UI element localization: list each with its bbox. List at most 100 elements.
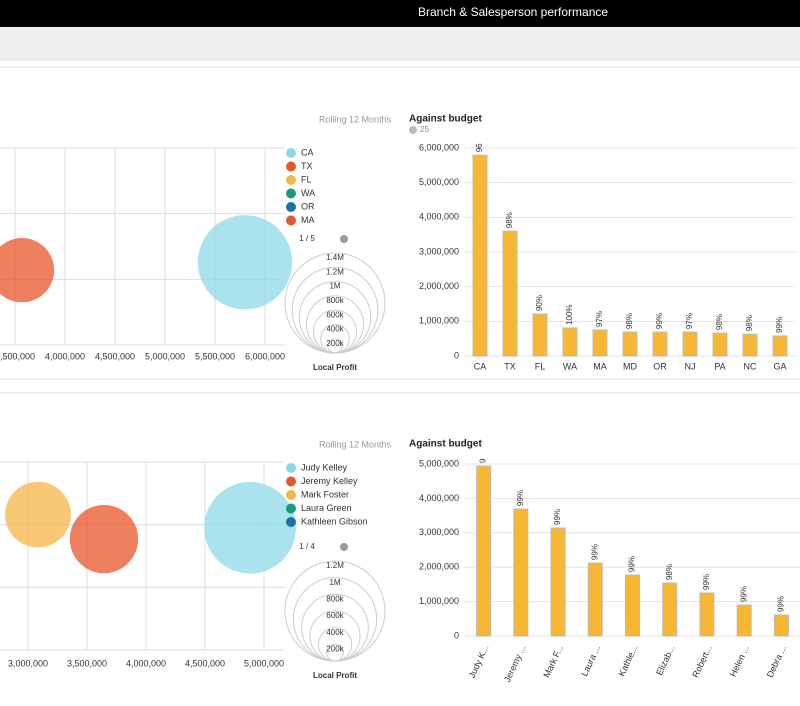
bar: [682, 331, 698, 357]
bar-annotation: 99%: [553, 509, 562, 525]
x-tick-label: Judy K...: [467, 644, 491, 680]
x-tick-label: 6,000,000: [245, 351, 285, 361]
bubble: [204, 481, 296, 574]
bar: [773, 614, 789, 637]
y-tick-label: 0: [454, 350, 459, 360]
x-tick-label: TX: [504, 361, 516, 371]
info-icon: [409, 126, 417, 134]
size-legend-title: Local Profit: [313, 363, 357, 372]
legend-label: Jeremy Kelley: [301, 476, 358, 486]
x-tick-label: 4,000,000: [126, 658, 166, 668]
x-tick-label: 3,500,000: [0, 351, 35, 361]
bar-annotation: 98%: [505, 212, 514, 228]
x-tick-label: FL: [535, 361, 546, 371]
x-tick-label: CA: [474, 361, 487, 371]
toolbar: [0, 27, 800, 60]
legend-label: Kathleen Gibson: [301, 516, 368, 526]
bar: [662, 582, 678, 637]
bar-annotation: 99%: [739, 586, 748, 602]
x-tick-label: Jeremy ...: [502, 644, 528, 684]
size-legend-circle: [327, 338, 343, 354]
bar: [652, 331, 668, 357]
x-tick-label: PA: [714, 361, 725, 371]
bar-annotation: 100%: [565, 304, 574, 324]
size-legend-label: 800k: [326, 594, 344, 603]
x-tick-label: NC: [744, 361, 757, 371]
bubble: [5, 481, 71, 548]
legend-label: TX: [301, 161, 313, 171]
legend-swatch: [286, 188, 296, 199]
bar-annotation: 98%: [745, 315, 754, 331]
bubble: [69, 504, 139, 574]
legend-swatch: [286, 161, 296, 172]
bar: [472, 154, 488, 357]
bar-annotation: 96: [475, 143, 484, 152]
x-tick-label: Laura ...: [579, 644, 602, 678]
size-legend-label: 1M: [329, 282, 340, 291]
bar: [592, 329, 608, 357]
bar-annotation: 98%: [715, 314, 724, 330]
x-tick-label: 5,000,000: [244, 658, 284, 668]
y-tick-label: 1,000,000: [419, 596, 459, 606]
bar-annotation: 99%: [775, 317, 784, 333]
y-tick-label: 5,000,000: [419, 458, 459, 468]
bar: [532, 313, 548, 357]
legend-swatch: [286, 503, 296, 514]
legend-swatch: [286, 202, 296, 212]
legend-swatch: [286, 463, 296, 473]
x-tick-label: 5,500,000: [195, 351, 235, 361]
y-tick-label: 2,000,000: [419, 281, 459, 291]
bar-annotation: 99%: [655, 313, 664, 329]
size-legend-label: 1.2M: [326, 267, 344, 276]
bubble: [197, 215, 293, 310]
bar: [772, 335, 788, 357]
bar: [712, 332, 728, 357]
pager: 1 / 5: [299, 234, 315, 243]
x-tick-label: 4,500,000: [95, 351, 135, 361]
y-tick-label: 0: [454, 630, 459, 640]
y-tick-label: 3,000,000: [419, 527, 459, 537]
size-legend-label: 600k: [326, 611, 344, 620]
subtitle: Rolling 12 Months: [319, 439, 392, 449]
bar: [625, 574, 640, 637]
size-legend-label: 800k: [326, 296, 344, 305]
legend-swatch: [286, 517, 296, 527]
x-tick-label: Robert...: [690, 644, 714, 680]
x-tick-label: MD: [623, 361, 637, 371]
bar-annotation: 99%: [590, 544, 599, 560]
y-tick-label: 4,000,000: [419, 493, 459, 503]
bar-annotation: 98%: [625, 313, 634, 329]
x-tick-label: 4,500,000: [185, 658, 225, 668]
bar-annotation: 97%: [685, 313, 694, 329]
y-tick-label: 3,000,000: [419, 246, 459, 256]
bar-annotation: 99%: [776, 596, 785, 612]
size-legend-label: 600k: [326, 310, 344, 319]
legend-swatch: [286, 490, 296, 500]
chart-title: Against budget: [409, 114, 482, 125]
x-tick-label: Debra ...: [765, 644, 789, 680]
x-tick-label: NJ: [685, 361, 696, 371]
bar: [502, 230, 518, 357]
x-tick-label: Helen ...: [728, 644, 751, 679]
x-tick-label: 4,000,000: [45, 351, 85, 361]
size-legend-label: 200k: [326, 339, 344, 348]
pager-next[interactable]: [340, 543, 348, 551]
x-tick-label: Mark F...: [541, 644, 565, 680]
bar-annotation: 99%: [516, 490, 525, 506]
size-legend-title: Local Profit: [313, 671, 357, 680]
y-tick-label: 4,000,000: [419, 212, 459, 222]
bar: [550, 527, 566, 637]
legend-label: CA: [301, 147, 314, 157]
bar: [742, 333, 758, 357]
bar-annotation: 99%: [628, 556, 637, 572]
legend-swatch: [286, 476, 296, 487]
pager-next[interactable]: [340, 235, 348, 243]
legend-label: Mark Foster: [301, 489, 349, 499]
subtitle: Rolling 12 Months: [319, 114, 392, 124]
legend-label: OR: [301, 201, 315, 211]
chart-title: Against budget: [409, 439, 482, 450]
x-tick-label: WA: [563, 361, 577, 371]
legend-label: WA: [301, 188, 315, 198]
legend-swatch: [286, 148, 296, 158]
y-tick-label: 1,000,000: [419, 316, 459, 326]
